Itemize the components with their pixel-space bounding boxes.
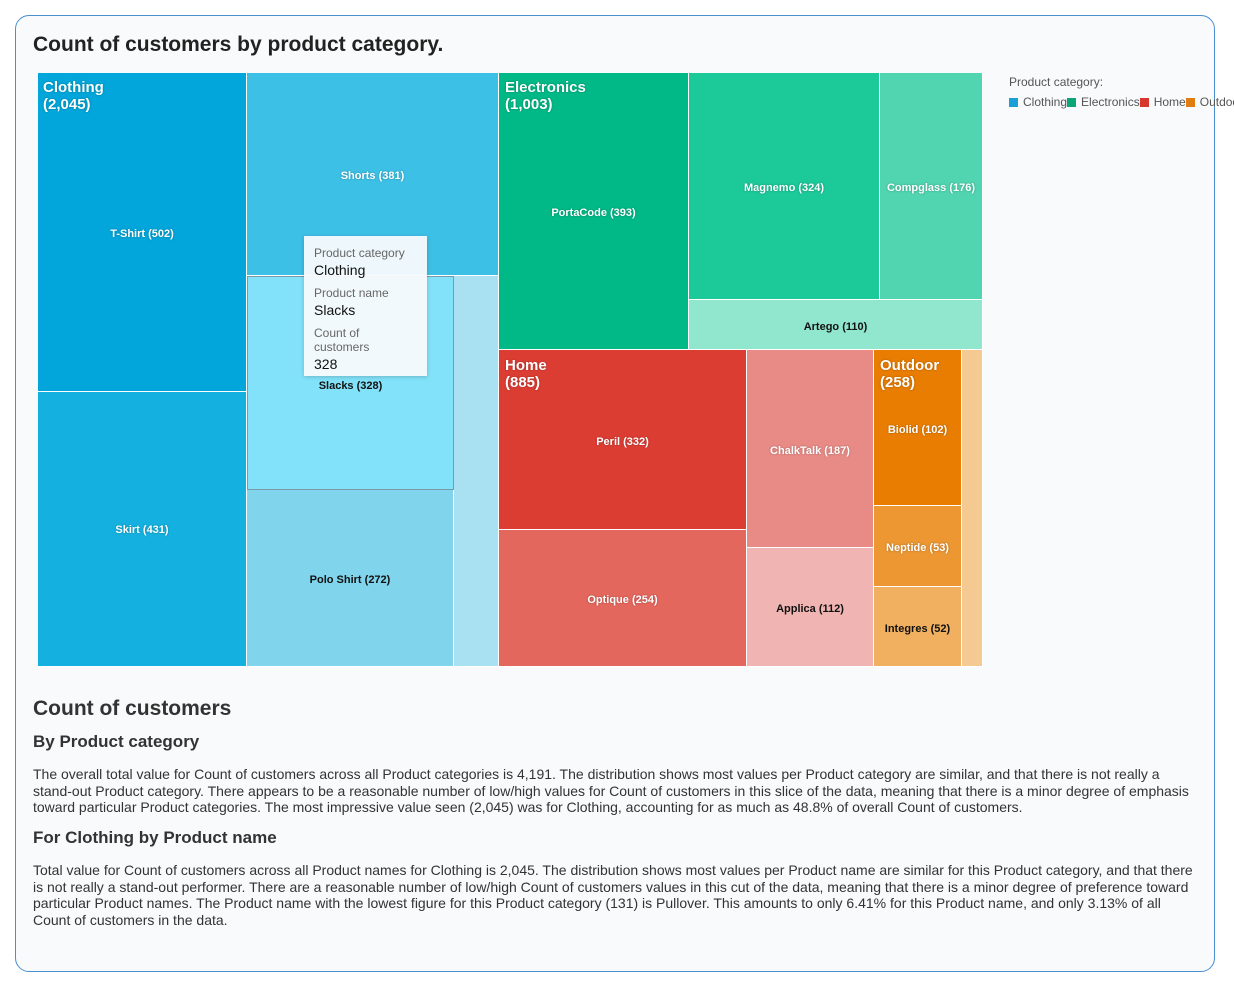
legend-item[interactable]: Home [1139, 95, 1186, 109]
treemap-cell[interactable]: Skirt (431) [38, 392, 247, 667]
treemap-category-label: Outdoor (258) [880, 357, 940, 391]
treemap-cell[interactable]: Magnemo (324) [689, 73, 880, 300]
summary-heading: Count of customers [33, 697, 232, 720]
treemap-cell-label: Magnemo (324) [743, 182, 825, 194]
treemap-category-label: Electronics (1,003) [505, 79, 586, 113]
treemap-cell[interactable]: Peril (332) [499, 350, 747, 530]
treemap-cell-label: Artego (110) [803, 321, 868, 333]
chart-title: Count of customers by product category. [33, 33, 444, 56]
tooltip-value: 328 [314, 356, 338, 372]
treemap-cell[interactable] [454, 276, 499, 667]
legend-label: Electronics [1081, 95, 1140, 109]
treemap-cell-label: ChalkTalk (187) [770, 445, 850, 457]
treemap-cell-label: Integres (52) [884, 623, 951, 635]
treemap-cell-label: Applica (112) [776, 603, 844, 615]
treemap-category-label: Home (885) [505, 357, 547, 391]
legend-item[interactable]: Clothing [1009, 95, 1067, 109]
treemap-cell[interactable]: ChalkTalk (187) [747, 350, 874, 548]
tooltip-value: Slacks [314, 302, 356, 318]
summary: Count of customers By Product category T… [33, 697, 1198, 928]
treemap-cell-label: Optique (254) [587, 594, 658, 606]
treemap-cell[interactable]: Artego (110) [689, 300, 983, 350]
treemap-cell-label: T-Shirt (502) [110, 228, 174, 240]
legend-item[interactable]: Electronics [1067, 95, 1140, 109]
treemap-cell-label: Shorts (381) [340, 170, 405, 182]
treemap-cell-label: Compglass (176) [886, 182, 976, 194]
treemap-cell[interactable]: Biolid (102) [874, 350, 962, 506]
treemap-cell[interactable]: Applica (112) [747, 548, 874, 667]
legend-item[interactable]: Outdoor [1185, 95, 1234, 109]
tooltip-key: Count of customers [314, 326, 370, 354]
treemap-cell-label: PortaCode (393) [551, 207, 636, 219]
summary-paragraph: The overall total value for Count of cus… [33, 766, 1189, 815]
tooltip-key: Product category [314, 246, 405, 260]
treemap-cell[interactable]: Integres (52) [874, 587, 962, 667]
treemap-cell-label: Peril (332) [596, 436, 649, 448]
chart-card: Count of customers by product category. … [15, 15, 1234, 972]
treemap-cell[interactable]: Polo Shirt (272) [247, 490, 454, 667]
summary-paragraph: Total value for Count of customers acros… [33, 862, 1193, 928]
tooltip: Product category Clothing Product name S… [304, 236, 427, 376]
treemap-cell[interactable]: Compglass (176) [880, 73, 983, 300]
treemap-category-label: Clothing (2,045) [43, 79, 104, 113]
treemap-cell[interactable]: PortaCode (393) [499, 73, 689, 350]
legend-label: Home [1153, 95, 1186, 109]
treemap-cell[interactable]: T-Shirt (502) [38, 73, 247, 392]
treemap-cell[interactable] [962, 350, 983, 667]
treemap-cell-label: Skirt (431) [115, 524, 169, 536]
legend-swatch [1185, 97, 1195, 107]
legend-title: Product category: [1009, 75, 1104, 89]
treemap-cell[interactable]: Neptide (53) [874, 506, 962, 587]
legend-label: Clothing [1023, 95, 1068, 109]
summary-subheading: By Product category [33, 731, 200, 751]
legend-swatch [1009, 97, 1018, 107]
tooltip-key: Product name [314, 286, 389, 300]
summary-subheading: For Clothing by Product name [33, 827, 277, 847]
treemap-cell[interactable]: Optique (254) [499, 530, 747, 667]
treemap-cell-label: Slacks (328) [318, 380, 383, 392]
legend-label: Outdoor [1199, 95, 1234, 109]
legend-swatch [1067, 97, 1077, 107]
tooltip-value: Clothing [314, 262, 366, 278]
treemap-cell-label: Polo Shirt (272) [309, 574, 391, 586]
legend: Product category: Clothing Electronics Hom… [1009, 75, 1234, 121]
treemap-cell-label: Neptide (53) [886, 542, 949, 554]
treemap-cell-label: Biolid (102) [887, 424, 948, 436]
legend-swatch [1139, 97, 1149, 107]
